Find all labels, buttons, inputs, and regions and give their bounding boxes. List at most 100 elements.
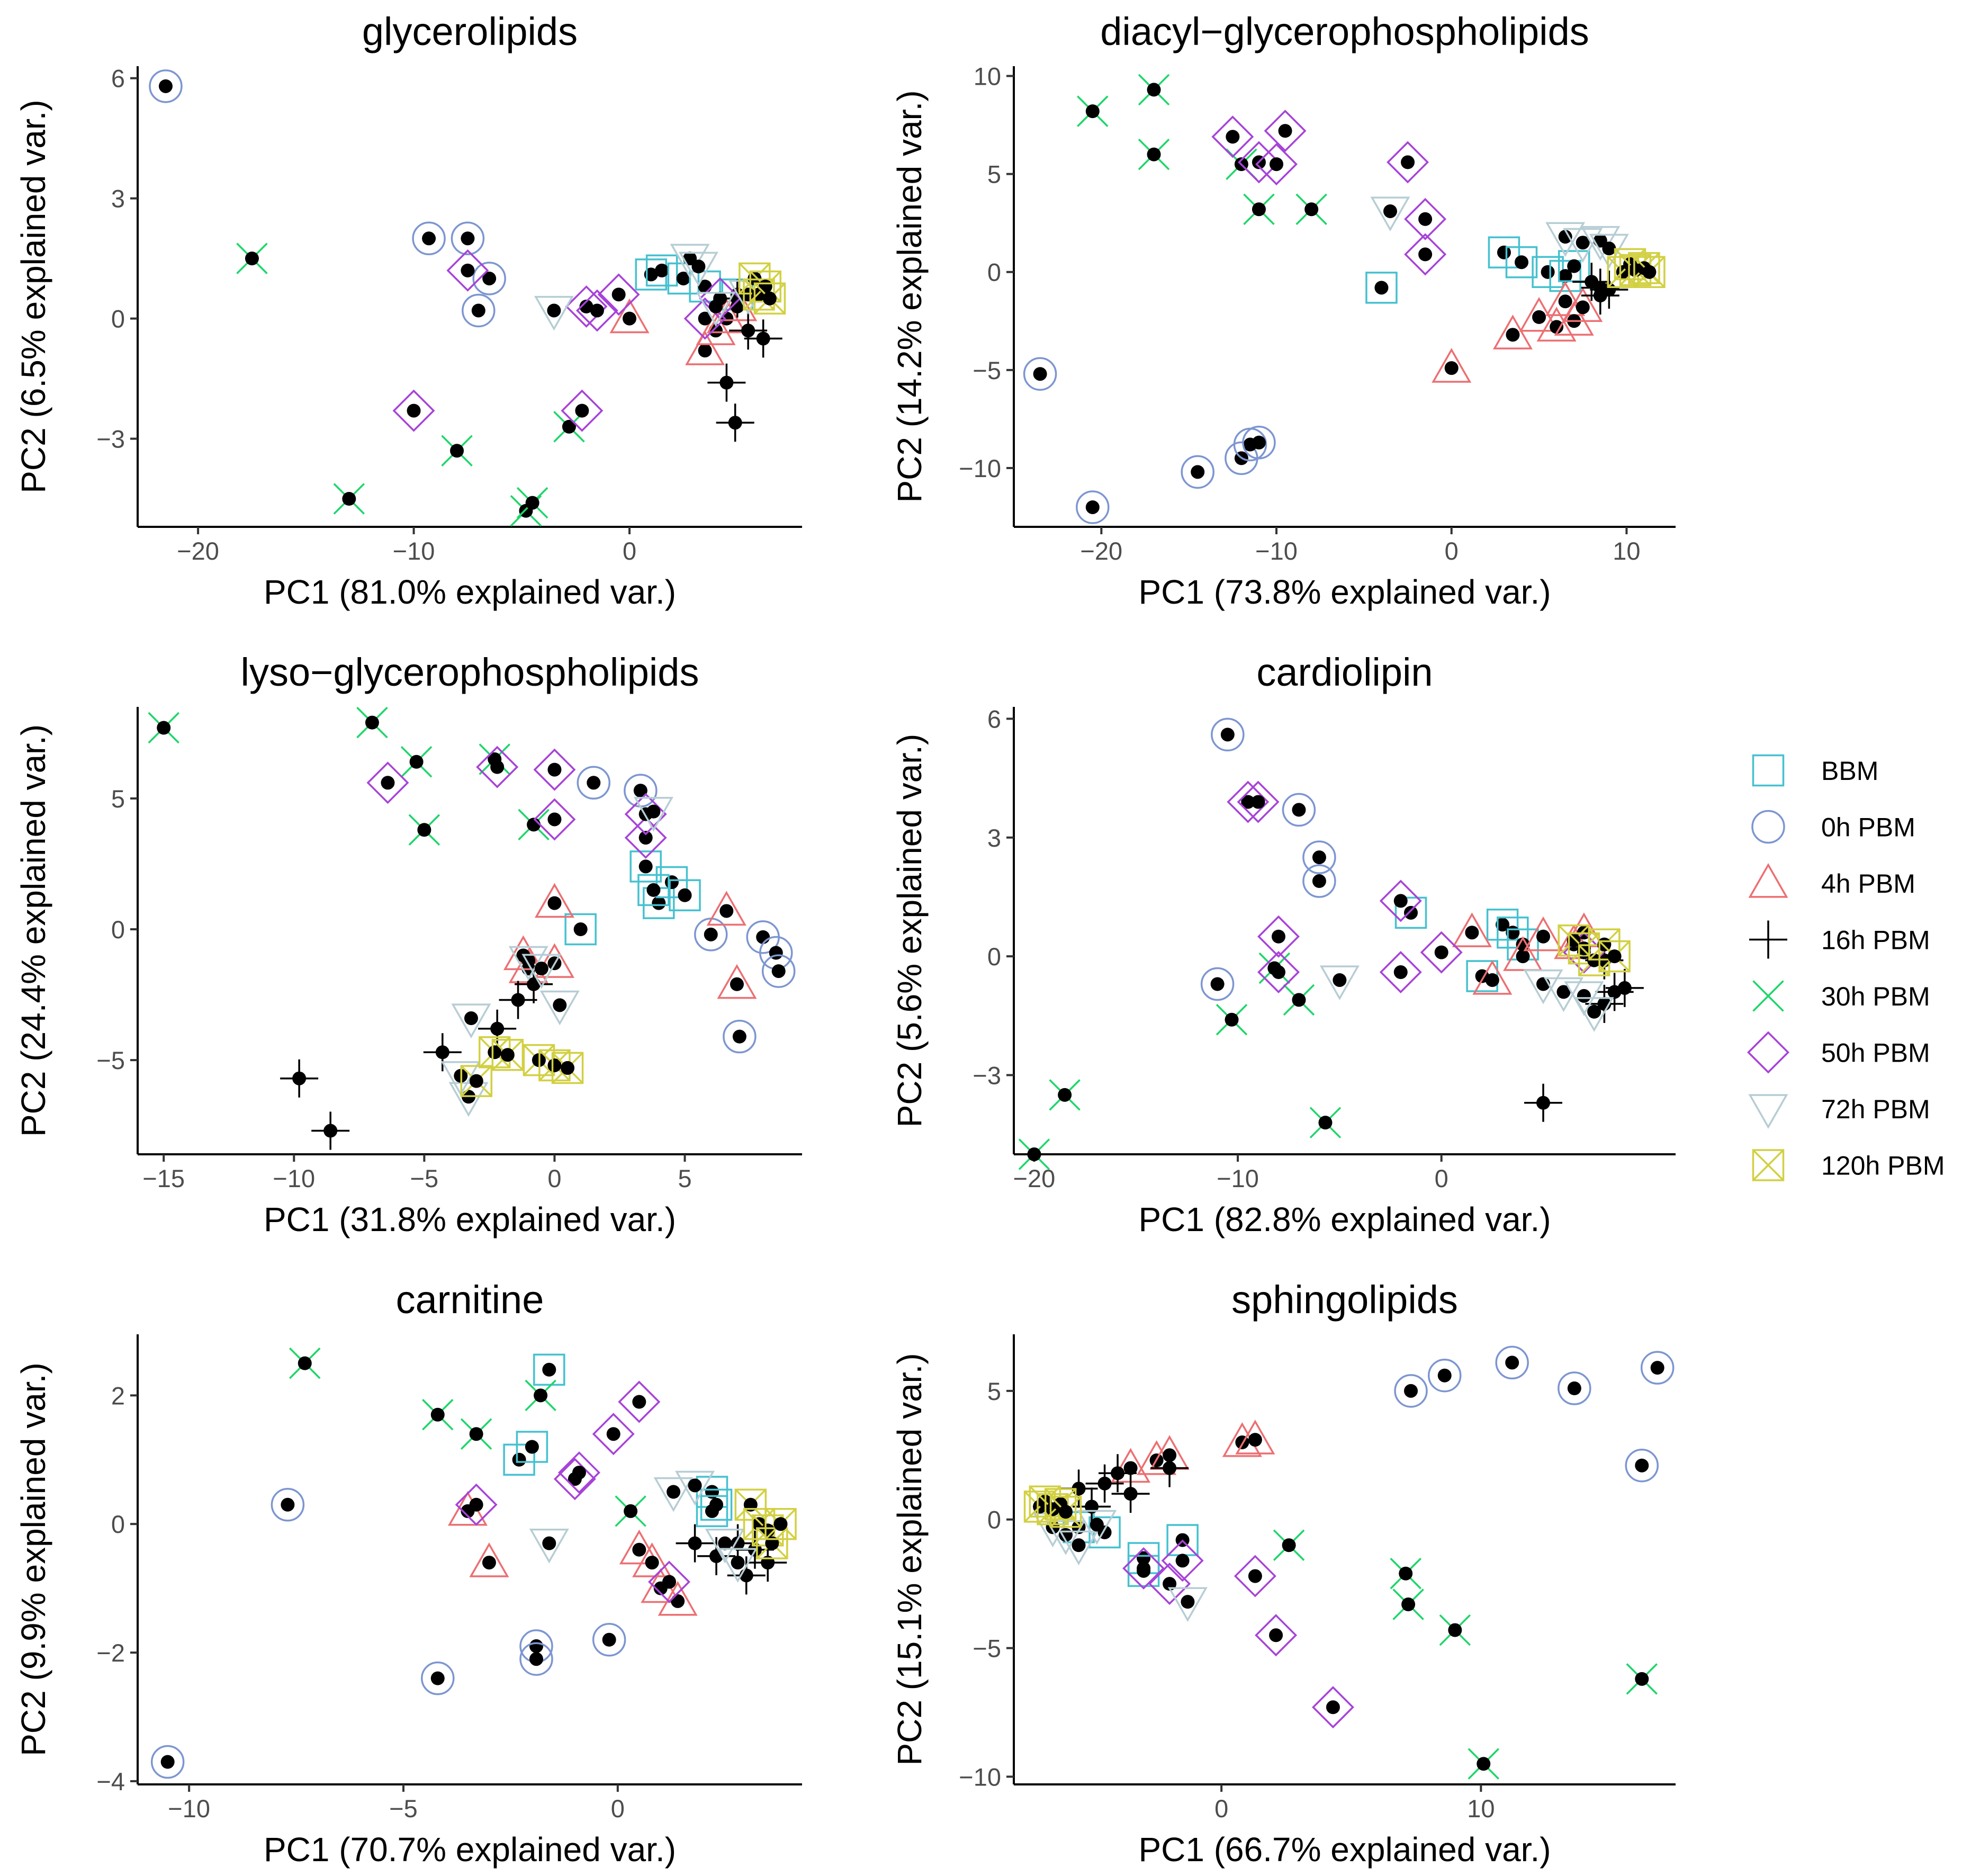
point-dot — [1312, 874, 1326, 888]
point-dot — [1418, 212, 1433, 226]
marker-triangle-up — [658, 1581, 698, 1616]
point-dot — [662, 1575, 676, 1589]
data-points — [1018, 717, 1644, 1170]
marker-triangle-down — [1545, 222, 1586, 257]
data-point — [678, 252, 718, 287]
y-tick-label: 0 — [987, 1506, 1001, 1534]
data-point — [311, 1111, 350, 1150]
point-dot — [490, 760, 505, 774]
x-axis-label: PC1 (82.8% explained var.) — [1138, 1200, 1551, 1238]
panel-sphingolipids: sphingolipids 0 10 −10 −5 0 5 PC1 (66.7% explai… — [890, 1278, 1676, 1869]
data-point — [1018, 1138, 1050, 1170]
x-tick-label: 10 — [1467, 1794, 1495, 1823]
marker-triangle-up — [619, 1529, 659, 1565]
x-tick-label: −20 — [177, 537, 219, 565]
point-dot — [1514, 255, 1528, 270]
point-dot — [1147, 83, 1161, 97]
data-point — [1023, 357, 1057, 391]
point-dot — [1312, 850, 1326, 865]
marker-diamond — [1161, 1539, 1204, 1582]
point-dot — [461, 263, 475, 277]
marker-diamond — [1148, 1563, 1191, 1605]
marker-triangle-up — [1452, 912, 1492, 947]
point-dot — [1374, 281, 1389, 295]
point-dot — [698, 311, 712, 326]
data-point — [408, 814, 440, 846]
chart-title: glycerolipids — [362, 10, 578, 53]
series-120h-pbm — [734, 1488, 797, 1559]
data-point — [400, 746, 433, 778]
marker-square — [1505, 246, 1538, 279]
data-point — [1549, 259, 1581, 292]
chart-title: lyso−glycerophospholipids — [241, 650, 699, 694]
point-dot — [1602, 241, 1616, 256]
data-point — [1257, 915, 1300, 958]
point-dot — [381, 776, 395, 790]
point-dot — [471, 303, 485, 318]
point-dot — [1027, 1147, 1041, 1161]
point-dot — [553, 998, 567, 1012]
x-axis-label: PC1 (70.7% explained var.) — [264, 1830, 676, 1869]
marker-circle — [412, 221, 446, 256]
marker-circle — [421, 1661, 455, 1695]
data-point — [462, 293, 496, 328]
marker-triangle-down — [534, 295, 574, 331]
point-dot — [1635, 1672, 1649, 1686]
point-dot — [1567, 1381, 1581, 1395]
y-tick-label: 0 — [111, 305, 125, 333]
series-50h-pbm — [1227, 780, 1605, 993]
marker-circle — [451, 221, 485, 256]
point-dot — [407, 403, 421, 418]
series-120h-pbm — [460, 1036, 584, 1097]
data-point — [667, 262, 700, 295]
marker-circle — [271, 1488, 305, 1522]
x-tick-label: 0 — [611, 1794, 625, 1823]
x-tick-label: 10 — [1613, 537, 1640, 565]
point-dot — [1393, 965, 1408, 980]
marker-triangle-down — [1589, 234, 1629, 269]
marker-circle — [1495, 1345, 1529, 1380]
data-point — [1488, 236, 1520, 268]
point-dot — [1635, 1458, 1649, 1473]
point-dot — [756, 930, 770, 944]
point-dot — [511, 993, 525, 1007]
data-point — [533, 748, 576, 791]
point-dot — [756, 331, 770, 346]
marker-circle — [1302, 840, 1336, 874]
data-point — [476, 746, 519, 788]
point-dot — [464, 1011, 478, 1026]
marker-diamond — [455, 1483, 498, 1526]
series-4h-pbm — [1432, 281, 1603, 383]
y-axis-label: PC2 (9.9% explained var.) — [14, 1362, 52, 1756]
point-dot — [1607, 949, 1622, 964]
point-dot — [572, 1466, 586, 1480]
marker-square — [1486, 909, 1519, 941]
legend-key-circle — [1751, 810, 1785, 844]
marker-triangle-down — [1167, 1587, 1208, 1622]
marker-diamond — [1404, 198, 1447, 240]
marker-diamond — [533, 798, 576, 841]
x-axis-label: PC1 (66.7% explained var.) — [1138, 1830, 1551, 1869]
data-point — [1523, 916, 1563, 952]
data-point — [455, 1483, 498, 1526]
marker-diamond — [1264, 110, 1307, 152]
marker-circle — [1282, 793, 1316, 827]
x-tick-label: −5 — [389, 1794, 418, 1823]
panel-lyso-glycerophospholipids: lyso−glycerophospholipids−15 −10 −5 0 5−505P… — [14, 650, 802, 1238]
y-tick-label: −10 — [959, 1763, 1001, 1791]
y-axis-label: PC2 (6.5% explained var.) — [14, 100, 52, 493]
data-point — [451, 1003, 491, 1039]
point-dot — [1252, 202, 1266, 217]
point-dot — [1485, 973, 1499, 987]
point-dot — [623, 311, 637, 326]
point-dot — [547, 1058, 562, 1072]
marker-circle — [1394, 1374, 1428, 1408]
marker-circle — [1302, 864, 1336, 898]
marker-diamond — [1420, 931, 1463, 974]
point-dot — [1181, 1595, 1195, 1609]
marker-triangle-down — [1574, 997, 1614, 1032]
data-point — [1574, 997, 1614, 1032]
point-dot — [1137, 1561, 1151, 1575]
point-dot — [1251, 795, 1265, 809]
data-point — [533, 798, 576, 841]
